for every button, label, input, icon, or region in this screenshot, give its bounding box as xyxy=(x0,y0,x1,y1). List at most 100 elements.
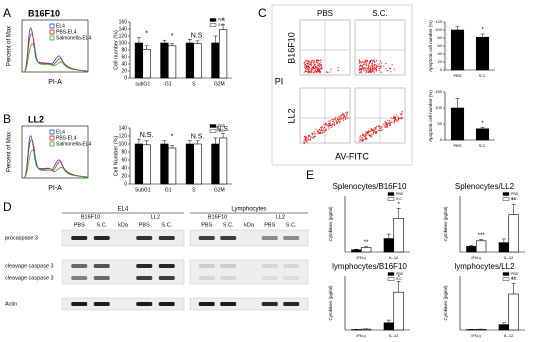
annotation: N.S. xyxy=(140,132,154,139)
flow-event xyxy=(400,117,402,119)
flow-event xyxy=(387,122,389,124)
y-tick-label: 140 xyxy=(119,125,128,131)
legend-swatch xyxy=(502,192,510,196)
bar xyxy=(393,291,404,331)
flow-event xyxy=(321,126,324,128)
annotation: * xyxy=(171,33,174,40)
flow-event xyxy=(333,122,336,124)
flow-event xyxy=(345,112,347,114)
flow-event xyxy=(391,64,393,66)
flow-event xyxy=(319,71,321,73)
legend-label: Salmonella-EL4 xyxy=(56,35,92,41)
flow-event xyxy=(373,129,375,131)
y-axis-label: Cell number (%) xyxy=(113,30,119,70)
flow-event xyxy=(305,135,307,137)
flow-event xyxy=(393,68,395,70)
flow-event xyxy=(359,60,361,62)
flow-event xyxy=(332,118,334,120)
bar xyxy=(475,36,490,71)
flow-event xyxy=(388,67,391,69)
blot-band xyxy=(220,264,237,268)
flow-event xyxy=(318,64,320,66)
y-tick-label: 100 xyxy=(435,105,442,110)
bar xyxy=(351,249,362,253)
flow-event xyxy=(307,72,309,74)
flow-event xyxy=(331,120,333,123)
bar xyxy=(383,322,395,331)
flow-event xyxy=(376,125,378,127)
blot-strip xyxy=(189,259,309,285)
flow-event xyxy=(313,72,315,74)
legend-label: PBS-EL4 xyxy=(56,135,77,141)
flow-event xyxy=(376,59,378,62)
cell-line-label: B16F10 xyxy=(208,214,227,220)
flow-event xyxy=(324,130,326,132)
flow-event xyxy=(312,136,314,138)
legend-swatch xyxy=(209,124,217,128)
chart-title: lymphocytes/LL2 xyxy=(454,262,515,271)
flow-event xyxy=(336,122,338,124)
flow-event xyxy=(311,68,313,70)
y-tick-label: 0 xyxy=(124,181,127,187)
flow-event xyxy=(378,69,380,71)
row-title: B16F10 xyxy=(286,32,296,64)
blot-band xyxy=(261,264,278,268)
flow-event xyxy=(378,68,380,70)
histogram-curve xyxy=(23,33,89,73)
flow-event xyxy=(329,71,331,73)
legend-swatch xyxy=(502,272,510,276)
flow-event xyxy=(373,66,375,68)
lane-label: S.C. xyxy=(286,222,297,228)
flow-event xyxy=(382,123,384,125)
flow-event xyxy=(338,120,340,122)
flow-event xyxy=(364,68,367,70)
flow-event xyxy=(328,128,330,130)
flow-event xyxy=(304,67,306,69)
blot-band xyxy=(93,264,110,268)
flow-event xyxy=(307,134,309,136)
y-tick-label: 0 xyxy=(124,75,127,81)
flow-event xyxy=(380,66,382,68)
legend-swatch xyxy=(387,192,395,196)
flow-event xyxy=(363,70,365,72)
y-tick-label: 120 xyxy=(435,19,442,24)
bar xyxy=(218,137,228,185)
legend-swatch xyxy=(502,277,510,281)
flow-event xyxy=(365,138,367,140)
bar xyxy=(160,143,169,185)
y-tick-label: 60 xyxy=(121,157,127,163)
y-tick-label: 0 xyxy=(440,67,443,72)
flow-event xyxy=(317,66,319,68)
blot-band xyxy=(283,264,300,268)
flow-event xyxy=(397,117,399,119)
flow-event xyxy=(361,66,363,68)
cell-line-label: B16F10 xyxy=(81,214,100,220)
flow-event xyxy=(367,131,370,134)
flow-event xyxy=(373,65,375,67)
blot-strip xyxy=(61,229,185,247)
flow-event xyxy=(344,116,346,118)
flow-event xyxy=(343,117,345,119)
bar xyxy=(211,42,220,79)
blot-band xyxy=(283,302,300,306)
flow-event xyxy=(365,135,367,137)
flow-event xyxy=(361,136,363,139)
flow-event xyxy=(363,61,365,64)
flow-event xyxy=(304,63,306,65)
flow-event xyxy=(308,70,310,73)
flow-event xyxy=(361,68,363,70)
flow-event xyxy=(359,61,361,63)
legend-label: S.C. xyxy=(511,197,518,201)
axis-label: PI-A xyxy=(48,185,62,192)
flow-event xyxy=(372,66,374,68)
lane-label: PBS xyxy=(74,222,85,228)
flow-event xyxy=(319,59,321,61)
panel-title: LL2 xyxy=(28,114,44,124)
flow-event xyxy=(308,60,310,62)
chart-title: lymphocytes/B16F10 xyxy=(332,262,407,271)
flow-event xyxy=(305,59,307,61)
flow-event xyxy=(346,115,348,117)
column-title: S.C. xyxy=(372,9,388,18)
blot-band xyxy=(158,236,175,240)
flow-event xyxy=(360,62,363,64)
